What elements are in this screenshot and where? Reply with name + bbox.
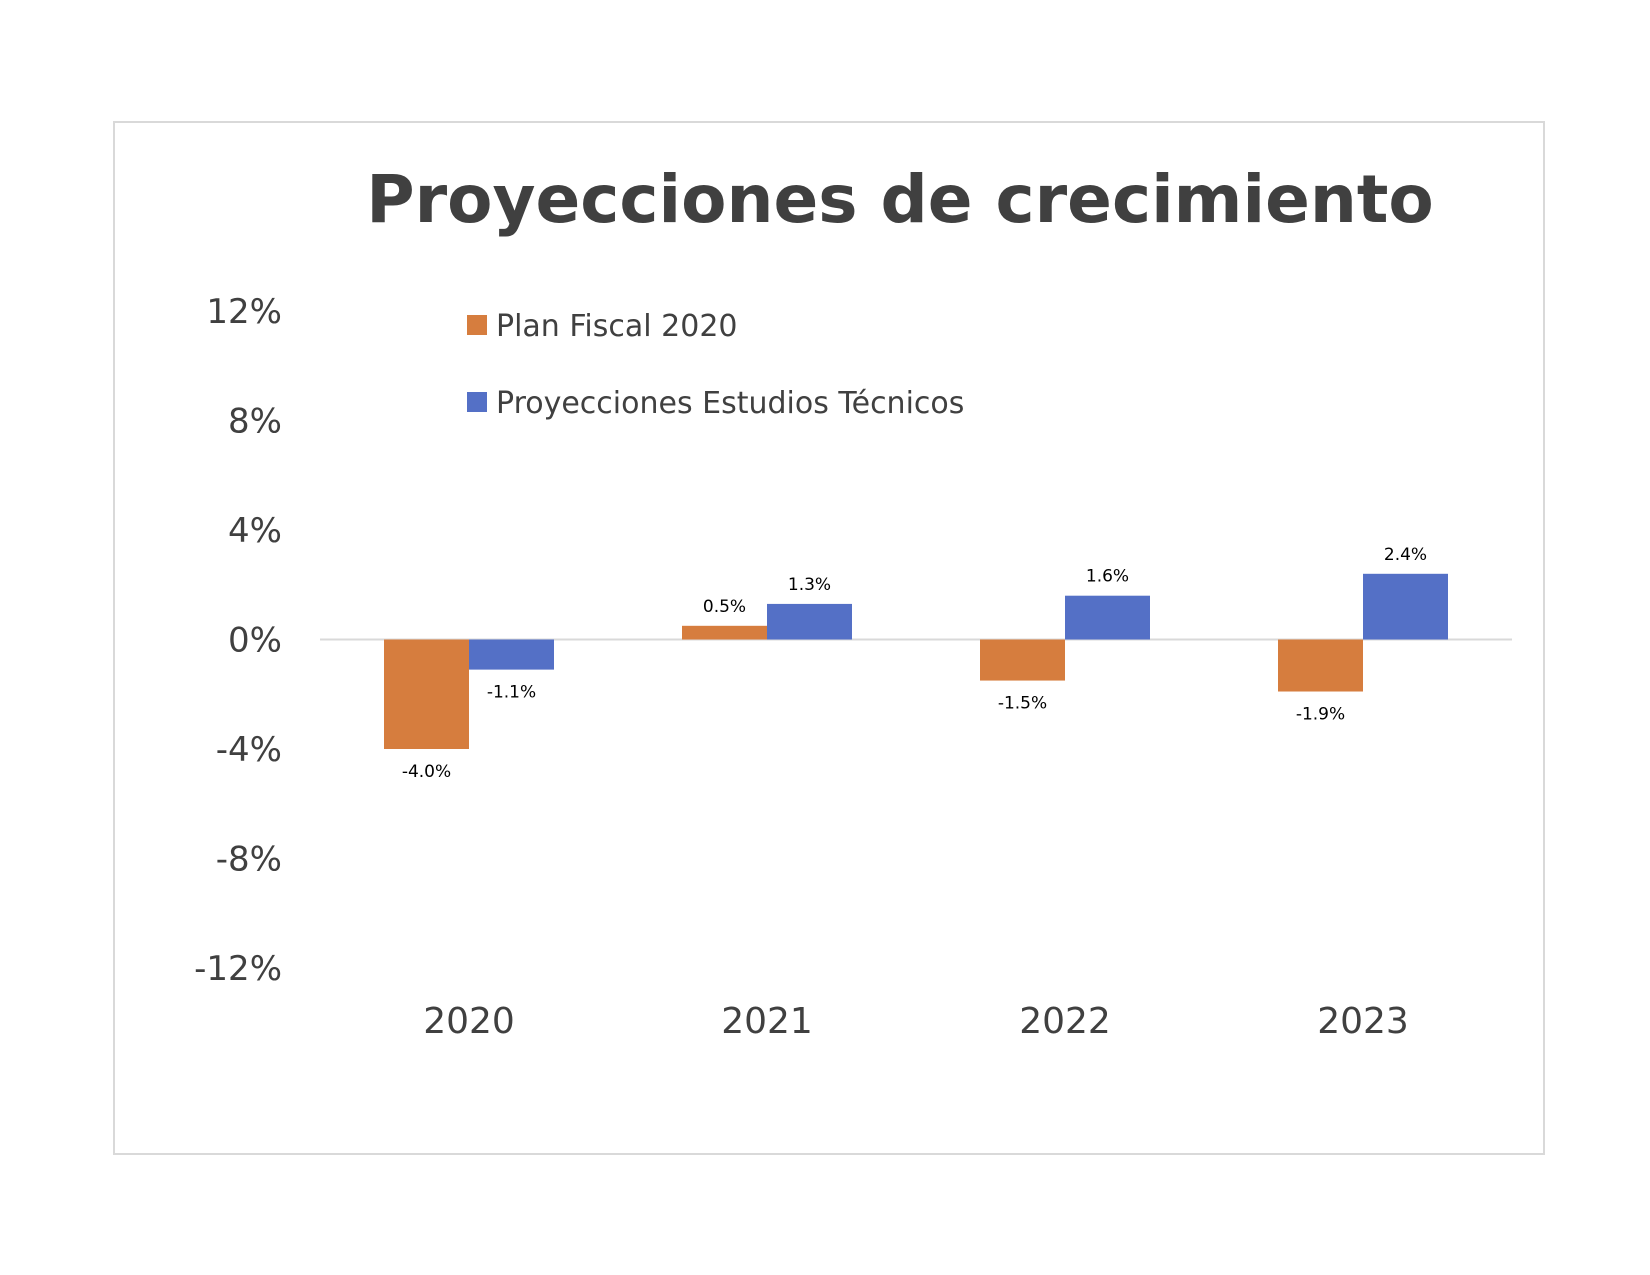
y-tick-label: 0% <box>228 621 282 661</box>
y-tick-label: 12% <box>206 292 282 332</box>
x-tick-label: 2021 <box>721 1001 813 1042</box>
y-tick-label: -12% <box>194 949 282 989</box>
y-tick-label: -4% <box>216 730 282 770</box>
legend: Plan Fiscal 2020 Proyecciones Estudios Té… <box>467 309 964 421</box>
y-axis: 12% 8% 4% 0% -4% -8% -12% <box>194 292 282 989</box>
legend-label: Proyecciones Estudios Técnicos <box>496 386 964 421</box>
legend-swatch <box>467 392 487 412</box>
bar-plan-fiscal-2023 <box>1278 639 1363 692</box>
bar-estudios-tecnicos-2023 <box>1363 573 1448 640</box>
x-axis: 2020 2021 2022 2023 <box>423 1001 1409 1042</box>
bar-estudios-tecnicos-2021 <box>767 603 852 640</box>
bars-group <box>384 573 1448 749</box>
bar-plan-fiscal-2021 <box>682 625 767 640</box>
x-tick-label: 2020 <box>423 1001 515 1042</box>
y-tick-label: -8% <box>216 840 282 880</box>
bar-plan-fiscal-2020 <box>384 639 469 749</box>
y-tick-label: 4% <box>228 511 282 551</box>
data-labels-group: -4.0% -1.1% 0.5% 1.3% -1.5% 1.6% -1.9% 2.4% <box>402 545 1427 782</box>
chart-title: Proyecciones de crecimiento <box>366 161 1433 238</box>
x-tick-label: 2023 <box>1317 1001 1409 1042</box>
y-tick-label: 8% <box>228 402 282 442</box>
data-label: -1.5% <box>998 694 1047 714</box>
data-label: -4.0% <box>402 762 451 782</box>
x-tick-label: 2022 <box>1019 1001 1111 1042</box>
data-label: 0.5% <box>703 597 746 617</box>
bar-plan-fiscal-2022 <box>980 639 1065 681</box>
bar-estudios-tecnicos-2020 <box>469 639 554 670</box>
data-label: 2.4% <box>1384 545 1427 565</box>
data-label: 1.6% <box>1086 567 1129 587</box>
legend-label: Plan Fiscal 2020 <box>496 309 738 344</box>
data-label: -1.9% <box>1296 705 1345 725</box>
bar-estudios-tecnicos-2022 <box>1065 595 1150 640</box>
data-label: 1.3% <box>788 575 831 595</box>
legend-swatch <box>467 315 487 335</box>
data-label: -1.1% <box>487 683 536 703</box>
